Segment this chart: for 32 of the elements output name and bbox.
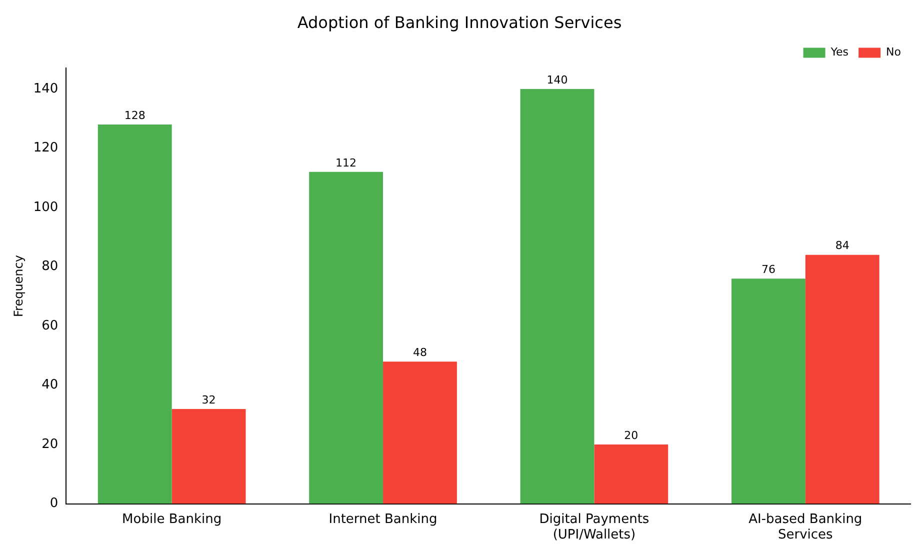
legend-label: No xyxy=(886,46,902,59)
x-tick-label: Mobile Banking xyxy=(122,512,222,527)
y-tick-label: 120 xyxy=(33,140,58,156)
data-label: 84 xyxy=(835,239,850,252)
x-tick-label: Internet Banking xyxy=(328,512,438,527)
y-tick-label: 20 xyxy=(42,436,58,452)
bar xyxy=(309,172,384,504)
bar xyxy=(383,362,457,504)
y-tick-label: 100 xyxy=(33,200,58,215)
bar xyxy=(520,88,594,504)
data-label: 76 xyxy=(761,262,776,276)
y-tick-label: 60 xyxy=(42,318,58,334)
bar xyxy=(731,278,806,504)
data-label: 140 xyxy=(546,73,568,86)
bar xyxy=(805,254,880,504)
x-tick-label: AI-based Banking Services xyxy=(748,512,862,543)
legend-label: Yes xyxy=(830,46,849,59)
data-label: 128 xyxy=(124,108,146,122)
y-tick-label: 40 xyxy=(42,378,58,393)
bar xyxy=(98,124,172,504)
data-label: 48 xyxy=(412,346,427,359)
data-label: 112 xyxy=(336,156,357,170)
data-label: 32 xyxy=(202,393,216,406)
y-axis-title: Frequency xyxy=(11,255,26,317)
data-label: 20 xyxy=(624,428,638,442)
bar xyxy=(172,408,246,504)
y-tick-label: 140 xyxy=(33,81,58,96)
x-tick-label: Digital Payments (UPI/Wallets) xyxy=(539,512,650,543)
chart-title: Adoption of Banking Innovation Services xyxy=(297,12,622,32)
y-tick-label: 0 xyxy=(50,496,58,512)
y-tick-label: 80 xyxy=(42,259,58,274)
bar xyxy=(594,444,668,504)
